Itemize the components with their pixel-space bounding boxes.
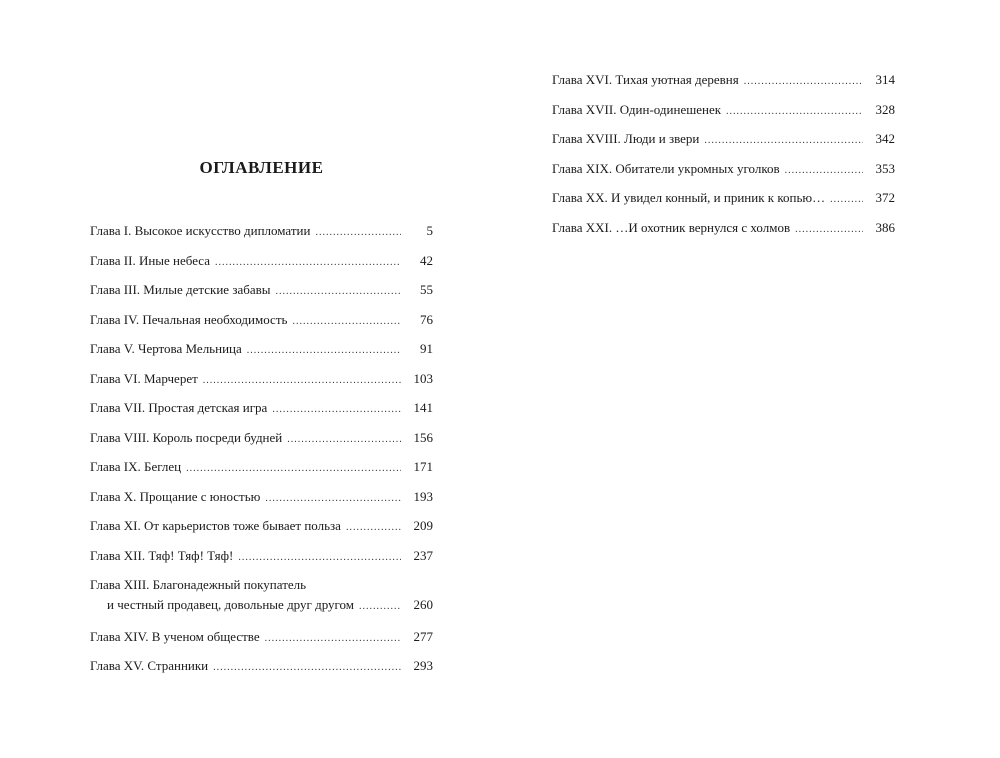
toc-entry: Глава XIV. В ученом обществе 277 [90, 627, 433, 657]
dot-leader [795, 220, 863, 240]
dot-leader [265, 489, 401, 509]
dot-leader [315, 223, 401, 243]
toc-entry: Глава XIII. Благонадежный покупатель и че… [90, 575, 433, 627]
toc-entry: Глава VIII. Король посреди будней 156 [90, 428, 433, 458]
page-number: 328 [875, 101, 896, 117]
page-number: 193 [413, 488, 434, 504]
page-number: 372 [875, 190, 896, 205]
page-number: 237 [413, 547, 434, 563]
dot-leader [186, 459, 401, 479]
chapter-title: Глава XIX. Обитатели укромных уголков [552, 160, 780, 176]
toc-entry: Глава XX. И увидел конный, и приник к ко… [552, 188, 895, 218]
page-number: 141 [413, 400, 434, 415]
chapter-title: Глава I. Высокое искусство дипломатии [90, 223, 311, 238]
chapter-title: Глава V. Чертова Мельница [90, 341, 242, 356]
toc-entry: Глава XV. Странники 293 [90, 656, 433, 686]
page-number: 171 [413, 459, 434, 474]
dot-leader [238, 548, 401, 568]
page-number: 42 [420, 252, 433, 268]
page-number: 103 [413, 370, 434, 386]
toc-entry: Глава VII. Простая детская игра 141 [90, 398, 433, 428]
chapter-title: Глава VII. Простая детская игра [90, 400, 268, 415]
dot-leader [272, 400, 401, 420]
toc-entry: Глава XI. От карьеристов тоже бывает пол… [90, 516, 433, 546]
page-number: 260 [413, 597, 434, 612]
page-number: 76 [420, 311, 433, 327]
page-number: 277 [413, 628, 434, 644]
dot-leader [275, 282, 401, 302]
chapter-title: Глава XIV. В ученом обществе [90, 628, 260, 644]
toc-entry: Глава III. Милые детские забавы 55 [90, 280, 433, 310]
page-number: 156 [413, 429, 434, 445]
page-title: ОГЛАВЛЕНИЕ [199, 158, 324, 177]
page-number: 293 [413, 658, 434, 673]
chapter-title: Глава XIII. Благонадежный покупатель [90, 577, 307, 592]
toc-entry: Глава V. Чертова Мельница 91 [90, 339, 433, 369]
dot-leader [704, 131, 863, 151]
chapter-title: и честный продавец, довольные друг друго… [107, 597, 355, 612]
dot-leader [346, 518, 401, 538]
chapter-title: Глава IX. Беглец [90, 459, 182, 474]
toc-entry: Глава XVIII. Люди и звери 342 [552, 129, 895, 159]
chapter-title: Глава XVI. Тихая уютная деревня [552, 72, 739, 87]
toc-entry: Глава I. Высокое искусство дипломатии 5 [90, 221, 433, 251]
dot-leader [215, 253, 401, 273]
dot-leader [265, 629, 401, 649]
dot-leader [287, 430, 401, 450]
toc-entry: Глава IV. Печальная необходимость 76 [90, 310, 433, 340]
dot-leader [830, 190, 863, 210]
toc-entry: Глава II. Иные небеса 42 [90, 251, 433, 281]
page-number: 55 [420, 282, 433, 297]
page-number: 386 [875, 219, 896, 235]
dot-leader [247, 341, 401, 361]
toc-entry: Глава VI. Марчерет 103 [90, 369, 433, 399]
dot-leader [213, 658, 401, 678]
toc-entry: Глава XII. Тяф! Тяф! Тяф! 237 [90, 546, 433, 576]
dot-leader [292, 312, 401, 332]
dot-leader [785, 161, 863, 181]
toc-right-column: Глава XVI. Тихая уютная деревня314Глава … [552, 70, 895, 247]
page-number: 5 [426, 223, 434, 238]
toc-entry: Глава IX. Беглец 171 [90, 457, 433, 487]
page-number: 342 [875, 131, 896, 146]
dot-leader [203, 371, 401, 391]
page-number: 353 [875, 160, 896, 176]
page-number: 91 [420, 341, 433, 356]
dot-leader [726, 102, 863, 122]
dot-leader [744, 72, 863, 92]
chapter-title: Глава VI. Марчерет [90, 370, 198, 386]
dot-leader [359, 597, 401, 617]
toc-entry: Глава XIX. Обитатели укромных уголков 353 [552, 159, 895, 189]
toc-entry: Глава XVII. Один-одинешенек 328 [552, 100, 895, 130]
chapter-title: Глава XII. Тяф! Тяф! Тяф! [90, 547, 234, 563]
chapter-title: Глава III. Милые детские забавы [90, 282, 271, 297]
chapter-title: Глава XVII. Один-одинешенек [552, 101, 722, 117]
chapter-title: Глава IV. Печальная необходимость [90, 311, 288, 327]
chapter-title: Глава II. Иные небеса [90, 252, 211, 268]
toc-entry: Глава XXI. …И охотник вернулся с холмов 3… [552, 218, 895, 248]
chapter-title: Глава XX. И увидел конный, и приник к ко… [552, 190, 826, 205]
toc-entry: Глава X. Прощание с юностью 193 [90, 487, 433, 517]
chapter-title: Глава X. Прощание с юностью [90, 488, 261, 504]
chapter-title: Глава XV. Странники [90, 658, 209, 673]
chapter-title: Глава XI. От карьеристов тоже бывает пол… [90, 518, 341, 533]
toc-left-column: Глава I. Высокое искусство дипломатии5Гл… [90, 221, 433, 686]
chapter-title: Глава VIII. Король посреди будней [90, 429, 283, 445]
page-number: 209 [413, 518, 434, 533]
page-number: 314 [875, 72, 896, 87]
toc-entry: Глава XVI. Тихая уютная деревня 314 [552, 70, 895, 100]
chapter-title: Глава XXI. …И охотник вернулся с холмов [552, 219, 791, 235]
chapter-title: Глава XVIII. Люди и звери [552, 131, 700, 146]
